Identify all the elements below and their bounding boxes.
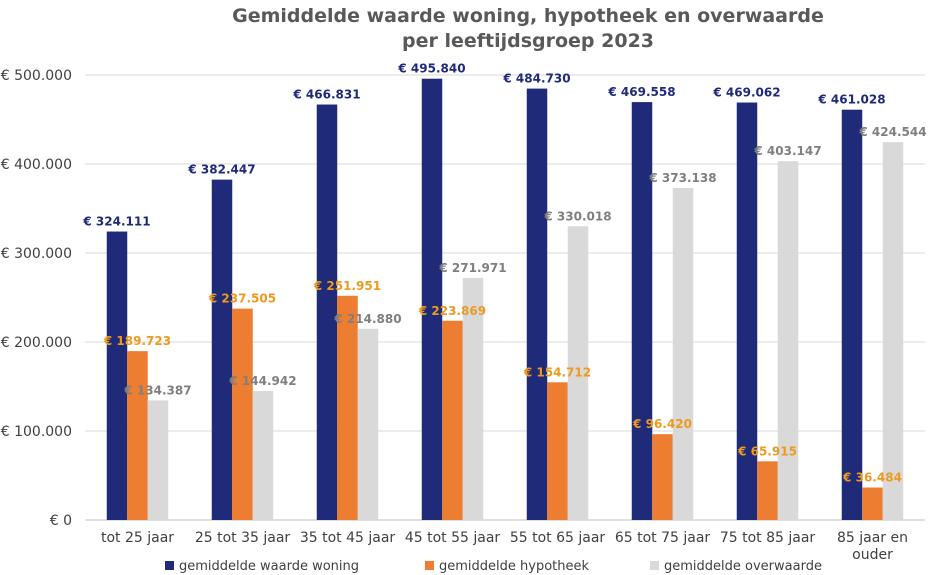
data-label: € 469.062 <box>712 86 780 100</box>
data-labels: € 324.111 € 189.723 € 134.387 € 382.447 € 23… <box>82 62 926 485</box>
data-label: € 271.971 <box>438 261 506 275</box>
x-tick-label: ouder <box>852 547 893 563</box>
x-tick-label: 85 jaar en <box>837 530 908 546</box>
bar <box>736 102 758 520</box>
x-tick-label: 35 tot 45 jaar <box>300 530 396 546</box>
bar <box>232 308 253 520</box>
data-label: € 324.111 <box>82 215 150 229</box>
bar <box>147 400 169 520</box>
bar <box>547 382 568 520</box>
bar <box>442 320 463 520</box>
bar <box>882 142 904 521</box>
bar <box>211 179 233 520</box>
legend-label: gemiddelde waarde woning <box>179 559 359 574</box>
bar <box>421 78 443 521</box>
data-label: € 382.447 <box>187 163 255 177</box>
bar <box>127 351 148 520</box>
data-label: € 134.387 <box>123 383 191 397</box>
chart-title-line: Gemiddelde waarde woning, hypotheek en o… <box>232 5 824 27</box>
bar <box>337 295 358 520</box>
data-label: € 237.505 <box>208 292 276 306</box>
data-label: € 96.420 <box>632 417 692 431</box>
y-tick-label: € 100.000 <box>1 424 72 440</box>
data-label: € 214.880 <box>333 312 401 326</box>
data-label: € 36.484 <box>842 471 902 485</box>
chart-title-line: per leeftijdsgroep 2023 <box>402 30 654 52</box>
data-label: € 461.028 <box>817 93 885 107</box>
bar <box>631 102 653 520</box>
x-tick-label: 45 tot 55 jaar <box>405 530 501 546</box>
data-label: € 495.840 <box>397 62 465 76</box>
y-tick-label: € 300.000 <box>1 246 72 262</box>
legend: gemiddelde waarde woning gemiddelde hypot… <box>165 559 822 574</box>
data-label: € 65.915 <box>737 444 797 458</box>
data-label: € 144.942 <box>228 374 296 388</box>
legend-swatch <box>650 561 659 570</box>
x-tick-label: 55 tot 65 jaar <box>510 530 606 546</box>
chart-title: Gemiddelde waarde woning, hypotheek en o… <box>232 5 824 52</box>
x-tick-label: 75 tot 85 jaar <box>720 530 816 546</box>
bar <box>316 104 338 520</box>
data-label: € 484.730 <box>502 72 570 86</box>
y-tick-label: € 200.000 <box>1 335 72 351</box>
bar <box>672 187 694 521</box>
y-axis-ticks: € 0 € 100.000 € 200.000 € 300.000 € 400.000 €… <box>1 68 72 529</box>
legend-label: gemiddelde overwaarde <box>664 559 822 574</box>
bar <box>777 161 799 521</box>
data-label: € 154.712 <box>523 365 591 379</box>
y-tick-label: € 500.000 <box>1 68 72 84</box>
data-label: € 403.147 <box>753 144 821 158</box>
bar <box>652 434 673 520</box>
x-axis-categories: tot 25 jaar 25 tot 35 jaar 35 tot 45 jaar 4… <box>101 530 908 563</box>
bar <box>462 277 484 520</box>
legend-label: gemiddelde hypotheek <box>439 559 589 574</box>
bar <box>252 391 274 520</box>
bar <box>567 226 589 520</box>
bars <box>106 78 904 521</box>
legend-swatch <box>425 561 434 570</box>
data-label: € 330.018 <box>543 209 611 223</box>
bar <box>357 328 379 520</box>
data-label: € 189.723 <box>103 334 171 348</box>
x-tick-label: 65 tot 75 jaar <box>615 530 711 546</box>
bar <box>757 461 778 520</box>
data-label: € 466.831 <box>292 88 360 102</box>
bar <box>106 231 128 521</box>
data-label: € 251.951 <box>313 279 381 293</box>
x-tick-label: 25 tot 35 jaar <box>195 530 291 546</box>
bar <box>862 487 883 520</box>
y-tick-label: € 0 <box>50 513 72 529</box>
y-tick-label: € 400.000 <box>1 157 72 173</box>
data-label: € 424.544 <box>858 125 926 139</box>
bar <box>526 88 548 520</box>
data-label: € 469.558 <box>607 85 675 99</box>
bar <box>841 109 863 520</box>
data-label: € 223.869 <box>418 304 486 318</box>
data-label: € 373.138 <box>648 171 716 185</box>
x-tick-label: tot 25 jaar <box>101 530 174 546</box>
legend-swatch <box>165 561 174 570</box>
